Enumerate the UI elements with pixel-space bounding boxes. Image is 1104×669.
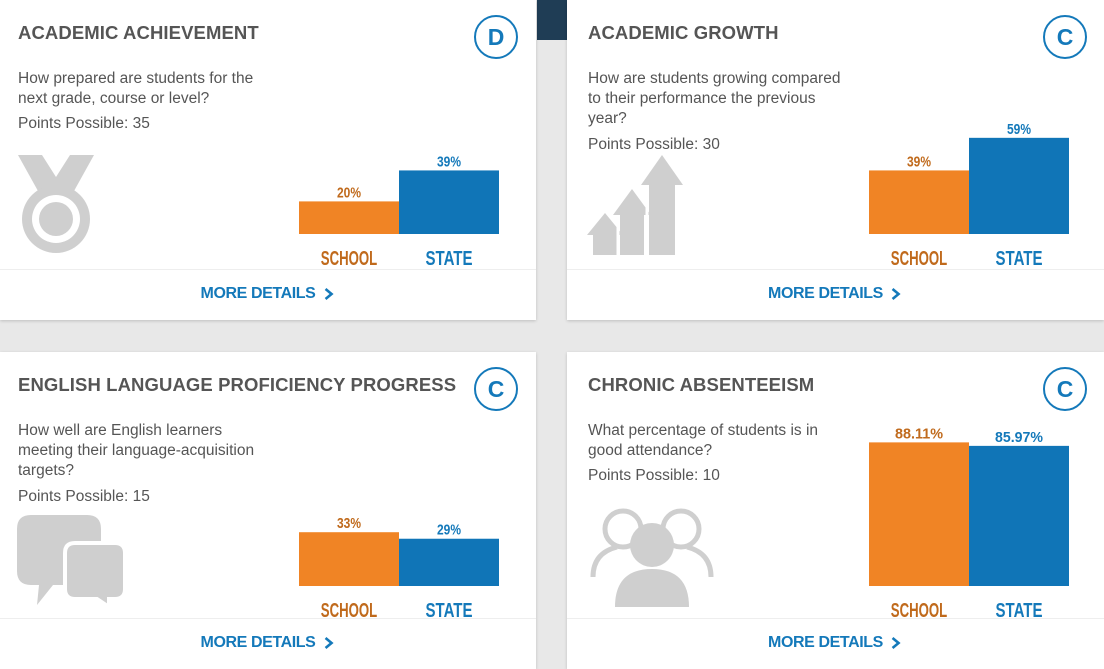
value-label-state: 39% [437,153,461,170]
card-footer: MORE DETAILS [0,618,536,669]
chevron-right-icon [892,288,901,300]
card-footer: MORE DETAILS [567,618,1104,669]
value-label-school: 39% [907,153,931,170]
points-possible: Points Possible: 35 [18,115,150,133]
grade-badge: C [1043,15,1087,59]
bar-school [869,170,969,234]
bar-state [399,538,499,586]
value-label-school: 88.11% [895,425,943,442]
value-label-school: 20% [337,184,361,201]
question-text: What percentage of students is in good a… [588,422,819,460]
growth-arrows-icon [587,155,683,255]
chart-english-language-proficiency: 33% SCHOOL 29% STATE [299,515,499,622]
value-label-state: 59% [1007,121,1031,138]
medal-icon [18,155,94,253]
more-details-link[interactable]: MORE DETAILS [201,285,336,303]
card-title: ENGLISH LANGUAGE PROFICIENCY PROGRESS [18,374,457,395]
category-label-state: STATE [426,600,473,622]
bar-school [869,442,969,586]
chart-chronic-absenteeism: 88.11% SCHOOL 85.97% STATE [869,425,1069,622]
card-title: ACADEMIC ACHIEVEMENT [18,22,259,43]
card-footer: MORE DETAILS [0,269,536,320]
bar-state [969,137,1069,234]
bar-state [399,170,499,234]
value-label-school: 33% [337,515,361,532]
question-text: How well are English learners meeting th… [18,422,255,480]
card-question: How are students growing compared to the… [588,69,843,155]
category-label-state: STATE [996,600,1043,622]
chart-academic-achievement: 20% SCHOOL 39% STATE [299,153,499,270]
category-label-school: SCHOOL [321,248,377,270]
more-details-label: MORE DETAILS [200,634,316,651]
card-english-language-proficiency: ENGLISH LANGUAGE PROFICIENCY PROGRESS C … [0,352,536,669]
card-academic-achievement: ACADEMIC ACHIEVEMENT D How prepared are … [0,0,536,320]
card-question: What percentage of students is in good a… [588,421,843,487]
card-academic-growth: ACADEMIC GROWTH C How are students growi… [567,0,1104,320]
category-label-state: STATE [996,248,1043,270]
grade-badge: D [474,15,518,59]
more-details-link[interactable]: MORE DETAILS [201,634,336,652]
chevron-right-icon [892,637,901,649]
people-icon [590,508,714,607]
category-label-school: SCHOOL [891,600,947,622]
card-chronic-absenteeism: CHRONIC ABSENTEEISM C What percentage of… [567,352,1104,669]
category-label-school: SCHOOL [891,248,947,270]
bar-state [969,445,1069,586]
card-question: How well are English learners meeting th… [18,421,273,507]
card-title: ACADEMIC GROWTH [588,22,779,43]
question-text: How prepared are students for the next g… [18,70,254,108]
grade-badge: C [1043,367,1087,411]
card-question: How prepared are students for the next g… [18,69,273,135]
more-details-link[interactable]: MORE DETAILS [768,634,903,652]
card-footer: MORE DETAILS [567,269,1104,320]
speech-bubbles-icon [17,515,127,607]
category-label-state: STATE [426,248,473,270]
points-possible: Points Possible: 10 [588,467,720,485]
points-possible: Points Possible: 15 [18,487,150,505]
card-title: CHRONIC ABSENTEEISM [588,374,815,395]
more-details-label: MORE DETAILS [768,634,883,651]
points-possible: Points Possible: 30 [588,135,720,153]
question-text: How are students growing compared to the… [588,70,841,128]
category-label-school: SCHOOL [321,600,377,622]
chart-academic-growth: 39% SCHOOL 59% STATE [869,121,1069,270]
grade-badge: C [474,367,518,411]
chevron-right-icon [324,288,334,300]
more-details-link[interactable]: MORE DETAILS [768,285,903,303]
top-strip [537,0,567,40]
value-label-state: 29% [437,522,461,539]
value-label-state: 85.97% [995,429,1043,446]
chevron-right-icon [324,637,334,649]
bar-school [299,532,399,586]
bar-school [299,201,399,234]
more-details-label: MORE DETAILS [200,285,316,302]
more-details-label: MORE DETAILS [768,285,883,302]
